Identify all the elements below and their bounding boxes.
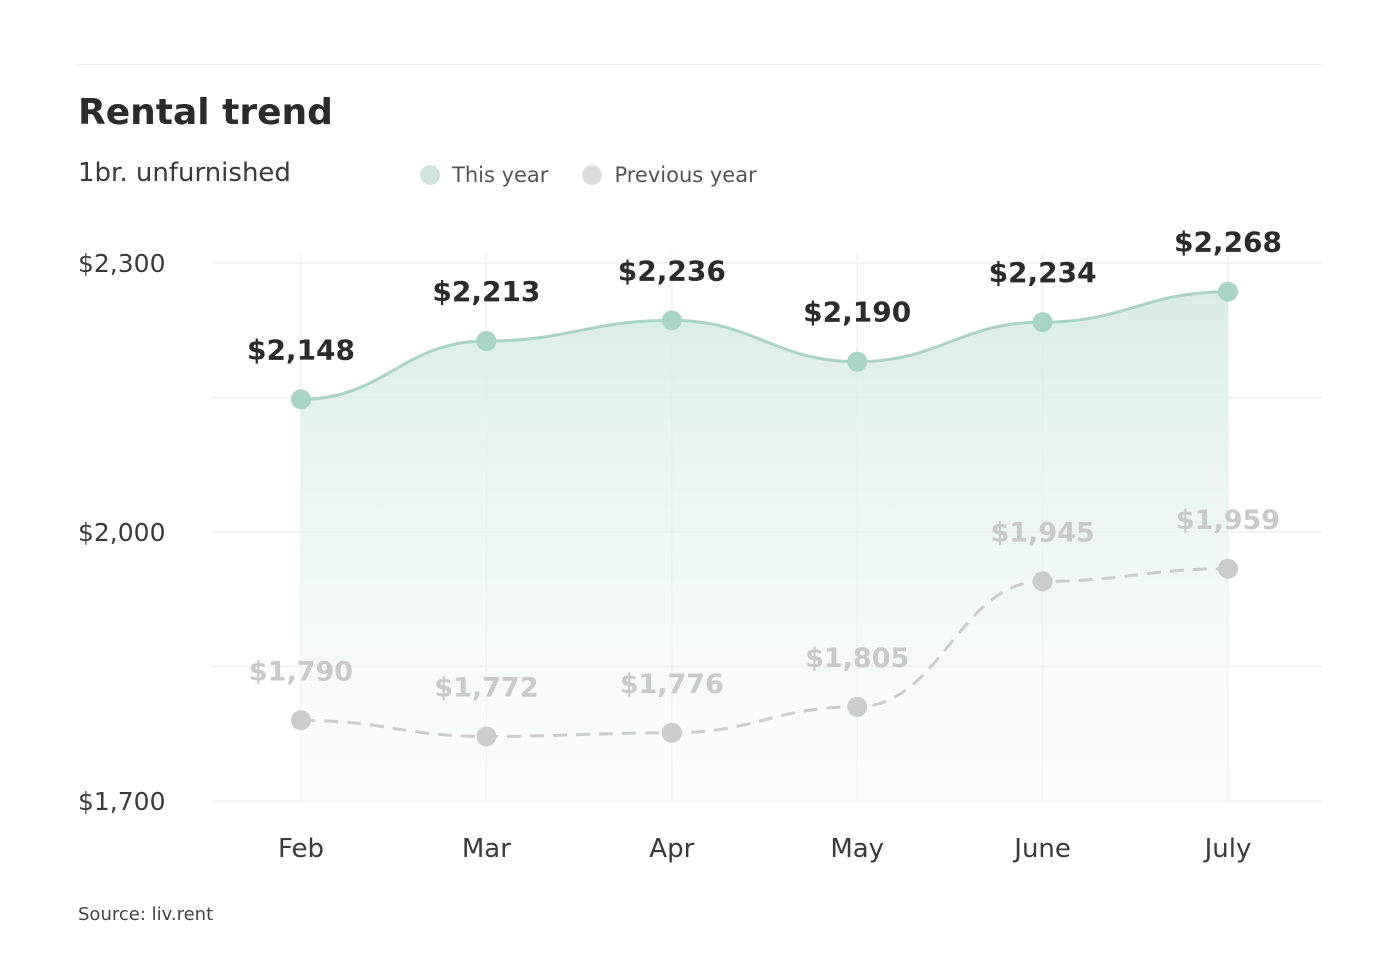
point-this-year — [847, 351, 868, 372]
point-previous-year — [476, 726, 497, 747]
y-tick-label: $1,700 — [78, 787, 165, 816]
y-tick-label: $2,300 — [78, 249, 165, 278]
point-previous-year — [291, 710, 311, 731]
point-this-year — [1218, 281, 1238, 302]
data-label-previous-year: $1,945 — [990, 517, 1094, 548]
data-label-this-year: $2,190 — [803, 296, 911, 329]
data-label-this-year: $2,213 — [432, 275, 540, 308]
point-previous-year — [1032, 571, 1053, 592]
data-label-previous-year: $1,805 — [805, 643, 909, 674]
x-tick-label: June — [1012, 834, 1071, 864]
point-this-year — [1032, 312, 1053, 333]
chart-title: Rental trend — [78, 92, 333, 133]
legend-item-this-year: This year — [420, 163, 548, 187]
point-this-year — [476, 331, 497, 352]
x-tick-label: May — [830, 834, 884, 864]
x-tick-label: Feb — [278, 834, 324, 864]
point-this-year — [661, 310, 682, 331]
legend-dot-this-year — [420, 165, 440, 185]
legend: This year Previous year — [420, 160, 757, 190]
x-tick-label: Mar — [462, 834, 511, 864]
point-previous-year — [661, 722, 682, 743]
point-previous-year — [847, 696, 868, 717]
y-tick-label: $2,000 — [78, 518, 165, 547]
data-label-previous-year: $1,772 — [434, 672, 538, 703]
x-tick-label: July — [1203, 834, 1252, 864]
x-tick-label: Apr — [649, 834, 694, 864]
data-label-previous-year: $1,959 — [1176, 505, 1280, 536]
legend-label-previous-year: Previous year — [614, 163, 757, 187]
legend-label-this-year: This year — [452, 163, 549, 187]
legend-dot-previous-year — [582, 165, 603, 185]
source-note: Source: liv.rent — [78, 904, 214, 925]
area-this-year — [301, 291, 1228, 801]
data-label-this-year: $2,234 — [989, 256, 1097, 289]
line-previous-year — [300, 567, 1229, 738]
data-label-previous-year: $1,790 — [249, 656, 353, 687]
top-divider — [76, 64, 1322, 65]
data-label-this-year: $2,268 — [1174, 226, 1282, 259]
data-label-previous-year: $1,776 — [620, 669, 724, 700]
point-previous-year — [1218, 558, 1238, 579]
chart-subtitle: 1br. unfurnished — [78, 158, 291, 188]
point-this-year — [291, 389, 311, 410]
data-label-this-year: $2,236 — [618, 254, 726, 287]
data-label-this-year: $2,148 — [247, 333, 355, 366]
legend-item-previous-year: Previous year — [582, 163, 757, 187]
line-this-year — [300, 290, 1229, 401]
